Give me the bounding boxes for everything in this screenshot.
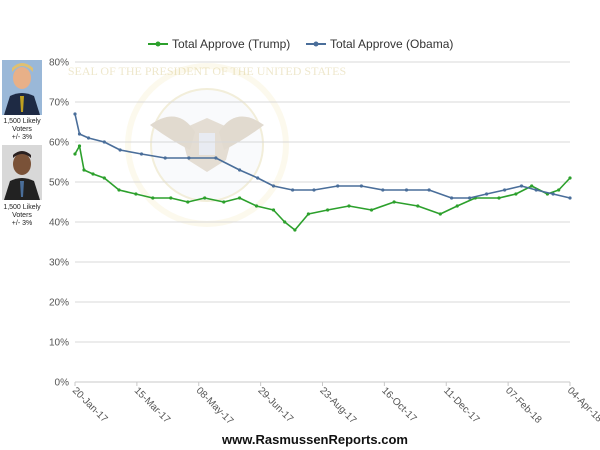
data-point-trump bbox=[293, 228, 297, 232]
data-point-obama bbox=[139, 152, 144, 156]
x-tick-label: 07-Feb-18 bbox=[503, 385, 544, 426]
data-point-obama bbox=[73, 112, 77, 116]
x-tick-label: 15-Mar-17 bbox=[132, 385, 173, 426]
data-point-trump bbox=[416, 204, 420, 208]
data-point-obama bbox=[312, 188, 316, 192]
data-point-obama bbox=[271, 184, 276, 188]
data-point-trump bbox=[151, 196, 155, 200]
x-tick-label: 20-Jan-17 bbox=[70, 385, 110, 425]
data-point-trump bbox=[326, 208, 330, 212]
seal-ring-text: SEAL OF THE PRESIDENT OF THE UNITED STAT… bbox=[68, 64, 346, 78]
data-point-obama bbox=[534, 188, 538, 192]
legend-label-obama[interactable]: Total Approve (Obama) bbox=[330, 37, 453, 51]
data-point-trump bbox=[557, 188, 561, 192]
x-tick-label: 04-Apr-18 bbox=[565, 385, 600, 425]
data-point-obama bbox=[291, 188, 295, 192]
data-point-trump bbox=[134, 192, 138, 196]
data-point-obama bbox=[519, 184, 524, 188]
data-point-trump bbox=[306, 212, 310, 216]
data-point-trump bbox=[497, 196, 501, 200]
series-lines bbox=[73, 112, 572, 232]
trump-caption-line-1: 1,500 Likely bbox=[3, 118, 41, 125]
x-tick-label: 16-Oct-17 bbox=[379, 385, 419, 425]
data-point-trump bbox=[73, 152, 77, 156]
data-point-obama bbox=[187, 156, 191, 160]
data-point-trump bbox=[117, 188, 121, 192]
legend-marker-obama bbox=[313, 41, 319, 47]
data-point-obama bbox=[551, 192, 555, 196]
y-tick-label: 60% bbox=[49, 138, 69, 149]
data-point-trump bbox=[254, 204, 259, 208]
presidential-seal-icon bbox=[125, 63, 289, 227]
trump-caption-line-3: +/- 3% bbox=[12, 134, 32, 141]
data-point-obama bbox=[214, 156, 218, 160]
data-point-trump bbox=[169, 196, 173, 200]
data-point-trump bbox=[222, 200, 226, 204]
legend-label-trump[interactable]: Total Approve (Trump) bbox=[172, 37, 290, 51]
data-point-trump bbox=[530, 184, 534, 188]
data-point-trump bbox=[102, 176, 106, 180]
data-point-trump bbox=[283, 220, 287, 224]
data-point-trump bbox=[438, 212, 442, 216]
legend: Total Approve (Trump) Total Approve (Oba… bbox=[148, 37, 453, 51]
y-tick-label: 80% bbox=[49, 58, 69, 69]
y-tick-label: 20% bbox=[49, 298, 69, 309]
data-point-obama bbox=[468, 196, 472, 200]
data-point-trump bbox=[186, 200, 190, 204]
trump-caption-line-2: Voters bbox=[12, 126, 32, 133]
y-tick-label: 0% bbox=[55, 378, 70, 389]
legend-marker-trump bbox=[155, 41, 161, 47]
data-point-trump bbox=[347, 204, 351, 208]
data-point-trump bbox=[392, 200, 396, 204]
data-point-obama bbox=[404, 188, 409, 192]
x-tick-label: 08-May-17 bbox=[194, 385, 236, 427]
obama-caption-line-2: Voters bbox=[12, 212, 32, 219]
obama-caption-line-3: +/- 3% bbox=[12, 220, 32, 227]
data-point-obama bbox=[86, 136, 91, 140]
data-point-trump bbox=[514, 192, 518, 196]
data-point-obama bbox=[427, 188, 431, 192]
data-point-obama bbox=[359, 184, 363, 188]
data-point-trump bbox=[203, 196, 207, 200]
y-tick-label: 30% bbox=[49, 258, 69, 269]
y-tick-label: 50% bbox=[49, 178, 69, 189]
data-point-trump bbox=[91, 172, 95, 176]
data-point-trump bbox=[568, 176, 572, 180]
data-point-trump bbox=[238, 196, 242, 200]
data-point-obama bbox=[102, 140, 106, 144]
data-point-obama bbox=[503, 188, 507, 192]
y-tick-label: 10% bbox=[49, 338, 69, 349]
data-point-obama bbox=[238, 168, 242, 172]
data-point-obama bbox=[256, 176, 260, 180]
x-tick-label: 23-Aug-17 bbox=[317, 385, 358, 426]
data-point-trump bbox=[77, 144, 82, 148]
data-point-obama bbox=[336, 184, 340, 188]
data-point-obama bbox=[568, 196, 572, 200]
trump-portrait bbox=[2, 60, 42, 115]
series-line-trump bbox=[74, 145, 571, 231]
y-tick-label: 70% bbox=[49, 98, 69, 109]
data-point-trump bbox=[271, 208, 276, 212]
obama-caption-line-1: 1,500 Likely bbox=[3, 204, 41, 211]
x-tick-label: 11-Dec-17 bbox=[441, 385, 482, 426]
footer-site-url[interactable]: www.RasmussenReports.com bbox=[221, 432, 408, 447]
data-point-obama bbox=[77, 132, 82, 136]
y-tick-label: 40% bbox=[49, 218, 69, 229]
data-point-obama bbox=[381, 188, 385, 192]
data-point-obama bbox=[163, 156, 167, 160]
data-point-obama bbox=[118, 148, 122, 152]
data-point-obama bbox=[485, 192, 489, 196]
obama-portrait bbox=[2, 145, 42, 200]
data-point-trump bbox=[82, 168, 86, 172]
data-point-trump bbox=[369, 208, 374, 212]
gridlines bbox=[75, 61, 570, 383]
x-tick-label: 29-Jun-17 bbox=[256, 385, 296, 425]
data-point-trump bbox=[455, 204, 459, 208]
data-point-obama bbox=[450, 196, 454, 200]
